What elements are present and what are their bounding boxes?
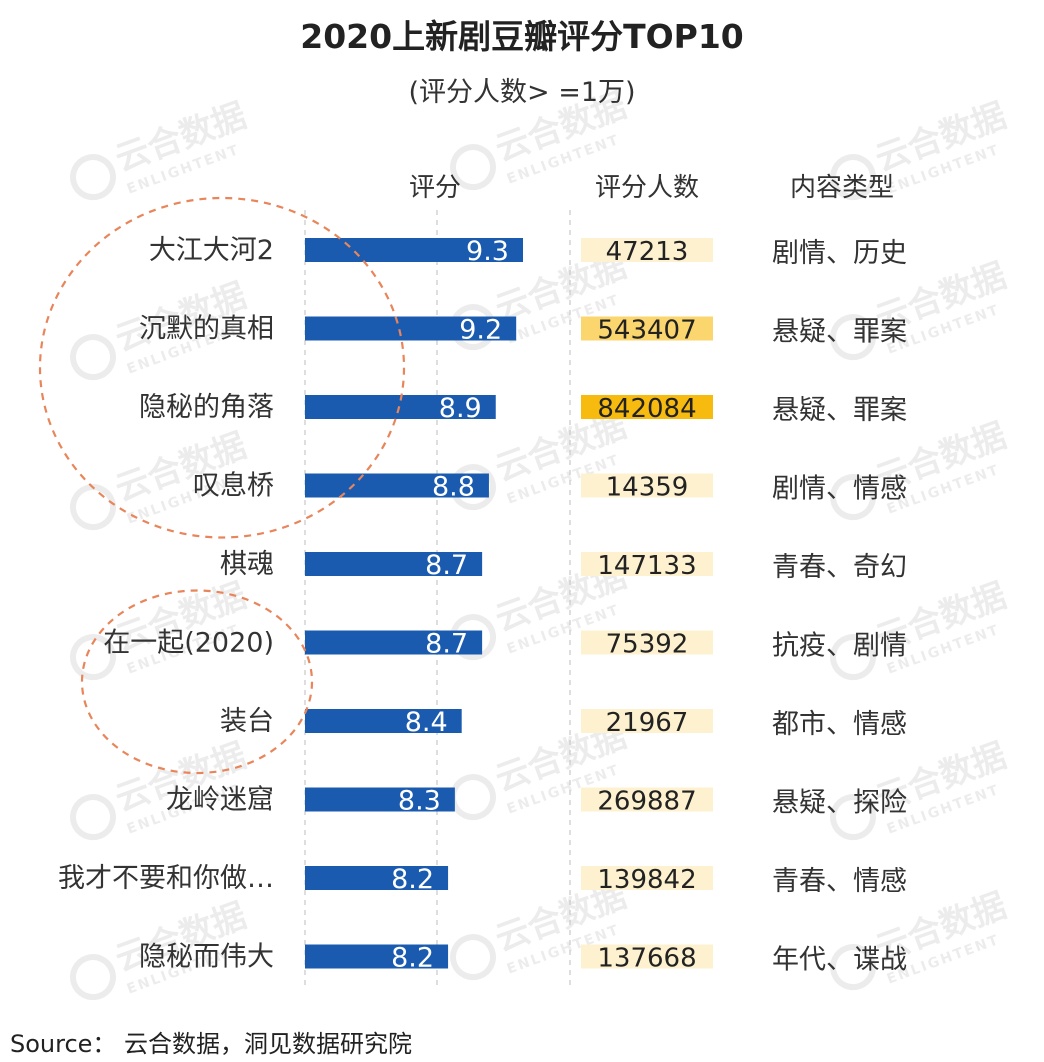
raters-cell (581, 473, 713, 498)
score-label: 8.2 (391, 943, 434, 974)
score-label: 8.7 (425, 629, 468, 660)
table-row: 隐秘的角落 8.9 842084 悬疑、罪案 (139, 392, 907, 426)
source-note: Source： 云合数据，洞见数据研究院 (10, 1030, 413, 1058)
raters-cell (581, 395, 713, 419)
score-label: 9.3 (466, 236, 509, 267)
chart-title: 2020上新剧豆瓣评分TOP10 (300, 17, 744, 56)
genre-label: 青春、奇幻 (772, 552, 907, 583)
raters-label: 14359 (606, 473, 689, 503)
genre-label: 悬疑、罪案 (772, 317, 907, 348)
raters-label: 75392 (606, 630, 689, 660)
score-bar (305, 944, 449, 969)
watermark-ring-icon (450, 934, 497, 981)
score-bar (305, 473, 489, 498)
watermark-ring-icon (70, 154, 117, 201)
score-label: 8.9 (439, 393, 482, 424)
highlight-circles (38, 196, 406, 775)
watermark-ring-icon (830, 944, 877, 991)
category-label: 我才不要和你做… (58, 863, 274, 894)
genre-label: 年代、谍战 (772, 945, 907, 976)
table-row: 大江大河2 9.3 47213 剧情、历史 (149, 235, 907, 269)
category-label: 装台 (220, 706, 274, 737)
genre-label: 剧情、情感 (772, 474, 907, 505)
watermark-ring-icon (70, 634, 117, 681)
score-label: 8.2 (391, 864, 434, 895)
raters-label: 269887 (597, 787, 696, 817)
score-label: 9.2 (459, 315, 502, 346)
header-score: 评分 (409, 173, 461, 203)
raters-cell (581, 552, 713, 576)
category-label: 隐秘的角落 (139, 392, 274, 423)
score-label: 8.3 (398, 786, 441, 817)
watermark-ring-icon (450, 774, 497, 821)
score-bar (305, 709, 462, 733)
table-row: 在一起(2020) 8.7 75392 抗疫、剧情 (103, 628, 907, 662)
column-headers: 评分 评分人数 内容类型 (409, 173, 894, 203)
score-bar (305, 238, 523, 262)
table-row: 龙岭迷窟 8.3 269887 悬疑、探险 (166, 785, 907, 819)
table-row: 我才不要和你做… 8.2 139842 青春、情感 (58, 863, 907, 897)
raters-label: 842084 (597, 394, 696, 424)
score-bar (305, 316, 517, 341)
table-row: 沉默的真相 9.2 543407 悬疑、罪案 (139, 314, 907, 348)
watermark-ring-icon (830, 794, 877, 841)
raters-label: 543407 (597, 316, 696, 346)
category-label: 在一起(2020) (103, 628, 274, 659)
raters-cell (581, 238, 713, 262)
watermark-ring-icon (830, 314, 877, 361)
table-row: 棋魂 8.7 147133 青春、奇幻 (220, 549, 907, 583)
raters-label: 137668 (597, 944, 696, 974)
header-genre: 内容类型 (790, 173, 894, 203)
genre-label: 悬疑、罪案 (772, 395, 907, 426)
genre-label: 剧情、历史 (772, 238, 907, 269)
header-raters: 评分人数 (595, 173, 699, 203)
watermark-ring-icon (70, 334, 117, 381)
table-row: 隐秘而伟大 8.2 137668 年代、谍战 (139, 942, 907, 976)
genre-label: 青春、情感 (772, 866, 907, 897)
chart-subtitle: (评分人数> =1万) (408, 77, 636, 108)
table-row: 装台 8.4 21967 都市、情感 (220, 706, 907, 740)
highlight-circle-1 (80, 589, 314, 775)
category-label: 叹息桥 (193, 471, 274, 502)
raters-cell (581, 709, 713, 733)
watermark-ring-icon (70, 954, 117, 1000)
watermark-ring-icon (450, 144, 497, 191)
score-bar (305, 866, 449, 890)
category-label: 龙岭迷窟 (166, 785, 274, 816)
watermark-ring-icon (830, 154, 877, 201)
raters-cell (581, 787, 713, 812)
score-label: 8.8 (432, 472, 475, 503)
score-bar (305, 630, 483, 655)
table-row: 叹息桥 8.8 14359 剧情、情感 (193, 471, 907, 505)
genre-label: 悬疑、探险 (772, 788, 907, 819)
raters-cell (581, 944, 713, 969)
watermark-ring-icon (830, 474, 877, 521)
raters-cell (581, 630, 713, 655)
category-label: 大江大河2 (149, 235, 274, 266)
category-label: 隐秘而伟大 (139, 942, 274, 973)
highlight-circle-0 (38, 196, 406, 539)
watermark-ring-icon (70, 794, 117, 841)
raters-label: 139842 (597, 865, 696, 895)
genre-label: 都市、情感 (772, 709, 907, 740)
category-label: 沉默的真相 (139, 314, 274, 345)
raters-label: 147133 (597, 551, 696, 581)
genre-label: 抗疫、剧情 (772, 631, 907, 662)
watermark-ring-icon (70, 484, 117, 531)
watermark-ring-icon (830, 634, 877, 681)
score-bar (305, 552, 483, 576)
score-bar (305, 787, 455, 812)
score-label: 8.4 (405, 707, 448, 738)
raters-cell (581, 316, 713, 341)
score-label: 8.7 (425, 550, 468, 581)
raters-cell (581, 866, 713, 890)
raters-label: 47213 (606, 237, 689, 267)
category-label: 棋魂 (220, 549, 274, 580)
raters-label: 21967 (606, 708, 689, 738)
